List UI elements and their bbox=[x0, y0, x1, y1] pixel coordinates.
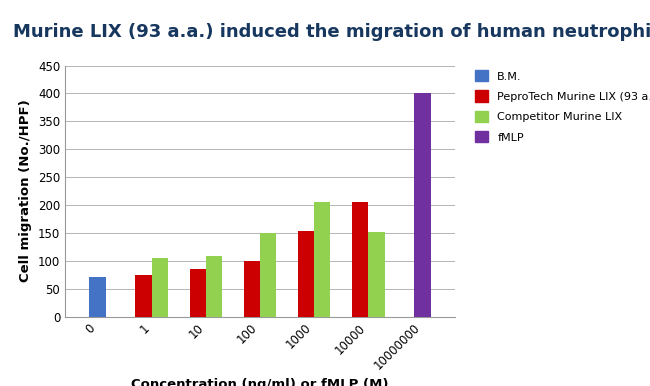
Bar bbox=[415, 93, 430, 317]
Text: Murine LIX (93 a.a.) induced the migration of human neutrophils: Murine LIX (93 a.a.) induced the migrati… bbox=[13, 23, 650, 41]
Bar bbox=[190, 269, 206, 317]
Bar bbox=[151, 258, 168, 317]
Bar bbox=[314, 202, 330, 317]
Bar bbox=[369, 232, 385, 317]
Bar bbox=[90, 278, 105, 317]
Bar bbox=[298, 231, 314, 317]
Bar bbox=[135, 275, 151, 317]
Bar bbox=[244, 261, 260, 317]
Bar bbox=[206, 256, 222, 317]
Bar bbox=[260, 233, 276, 317]
X-axis label: Concentration (ng/ml) or fMLP (M): Concentration (ng/ml) or fMLP (M) bbox=[131, 378, 389, 386]
Y-axis label: Cell migration (No./HPF): Cell migration (No./HPF) bbox=[20, 100, 32, 283]
Legend: B.M., PeproTech Murine LIX (93 a.a.), Competitor Murine LIX, fMLP: B.M., PeproTech Murine LIX (93 a.a.), Co… bbox=[471, 66, 650, 147]
Bar bbox=[352, 202, 369, 317]
